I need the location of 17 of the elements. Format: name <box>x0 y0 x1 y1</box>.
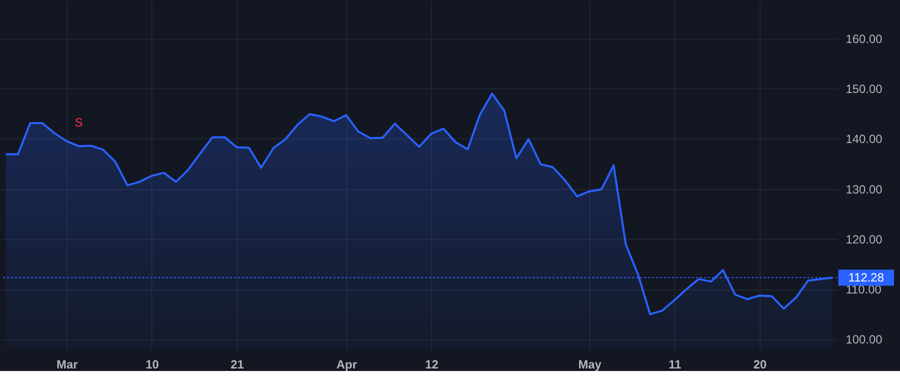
y-tick-label: 140.00 <box>846 132 883 146</box>
x-tick-label: Apr <box>336 358 358 372</box>
annotation: S <box>74 115 83 130</box>
x-tick-label: Mar <box>56 358 78 372</box>
y-tick-label: 150.00 <box>846 82 883 96</box>
x-tick-label: 11 <box>668 358 682 372</box>
x-tick-label: 10 <box>146 358 160 372</box>
x-tick-label: 20 <box>753 358 767 372</box>
y-tick-label: 120.00 <box>846 232 883 246</box>
ref-line-label: 112.28 <box>848 270 884 285</box>
y-tick-label: 100.00 <box>846 332 883 347</box>
x-tick-label: 12 <box>425 358 439 372</box>
x-tick-label: 21 <box>230 358 244 372</box>
y-tick-label: 110.00 <box>846 282 882 297</box>
y-tick-label: 160.00 <box>846 32 883 46</box>
y-tick-label: 130.00 <box>846 182 883 196</box>
x-tick-label: May <box>578 358 602 372</box>
